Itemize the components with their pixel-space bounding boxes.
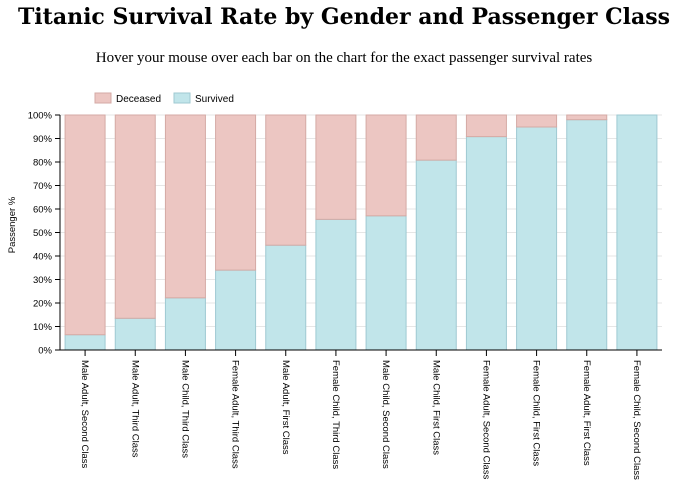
bar-survived[interactable] <box>415 159 457 351</box>
bar-deceased[interactable] <box>114 114 156 319</box>
bar-survived[interactable] <box>616 114 658 351</box>
x-tick-label: Male Child, First Class <box>430 360 441 455</box>
x-tick-label: Female Adult, Second Class <box>480 360 491 480</box>
x-tick-label: Female Child, Second Class <box>631 360 642 480</box>
chart-title: Titanic Survival Rate by Gender and Pass… <box>17 4 671 30</box>
y-tick-label: 90% <box>33 134 53 145</box>
y-tick-label: 30% <box>33 275 53 286</box>
x-tick-label: Male Child, Second Class <box>380 360 391 469</box>
bar-survived[interactable] <box>64 334 106 351</box>
x-tick-label: Female Child, Third Class <box>330 360 341 469</box>
bar-survived[interactable] <box>465 136 507 351</box>
bar-survived[interactable] <box>215 269 257 351</box>
bar-deceased[interactable] <box>516 114 558 128</box>
y-tick-label: 70% <box>33 181 53 192</box>
bar-survived[interactable] <box>516 126 558 351</box>
x-tick-label: Female Adult, First Class <box>581 360 592 466</box>
y-tick-label: 50% <box>33 228 53 239</box>
legend-deceased-swatch <box>94 92 112 104</box>
bar-deceased[interactable] <box>265 114 307 246</box>
y-tick-label: 40% <box>33 252 53 263</box>
y-tick-label: 20% <box>33 299 53 310</box>
bar-deceased[interactable] <box>365 114 407 217</box>
x-tick-label: Male Child, Third Class <box>179 360 190 458</box>
bar-survived[interactable] <box>315 218 357 351</box>
bar-deceased[interactable] <box>64 114 106 336</box>
x-tick-label: Female Adult, Third Class <box>230 360 241 469</box>
bar-deceased[interactable] <box>215 114 257 271</box>
bar-deceased[interactable] <box>415 114 457 161</box>
x-tick-label: Male Adult, Second Class <box>79 360 90 469</box>
bar-survived[interactable] <box>164 297 206 351</box>
bar-deceased[interactable] <box>315 114 357 220</box>
x-tick-label: Female Child, First Class <box>531 360 542 466</box>
bar-deceased[interactable] <box>566 114 608 121</box>
x-tick-label: Male Adult, First Class <box>280 360 291 455</box>
bars[interactable] <box>64 114 658 351</box>
x-tick-label: Male Adult, Third Class <box>129 360 140 458</box>
bar-survived[interactable] <box>566 119 608 351</box>
bar-deceased[interactable] <box>164 114 206 299</box>
legend-deceased-label: Deceased <box>116 94 161 105</box>
chart-subtitle: Hover your mouse over each bar on the ch… <box>95 50 593 66</box>
y-tick-label: 100% <box>28 111 53 122</box>
bar-survived[interactable] <box>114 317 156 351</box>
bar-survived[interactable] <box>365 215 407 351</box>
bar-survived[interactable] <box>265 244 307 351</box>
bar-deceased[interactable] <box>465 114 507 138</box>
legend: Deceased Survived <box>94 92 234 105</box>
axes: 0% 10% 20% 30% 40% 50% 60% 70% 80% 90% 100% Male Ad… <box>28 111 662 480</box>
y-tick-label: 0% <box>38 346 52 357</box>
y-tick-label: 10% <box>33 322 53 333</box>
legend-survived-label: Survived <box>195 94 234 105</box>
y-axis-label: Passenger % <box>7 196 18 253</box>
y-tick-label: 60% <box>33 205 53 216</box>
y-tick-label: 80% <box>33 158 53 169</box>
legend-survived-swatch <box>173 92 191 104</box>
